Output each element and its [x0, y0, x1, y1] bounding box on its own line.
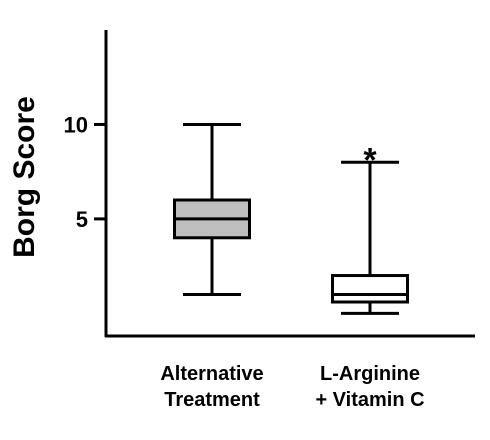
category-label-0-0: Alternative — [160, 363, 263, 385]
box-iqr-1 — [331, 274, 409, 304]
y-tick-label-5: 5 — [76, 207, 88, 232]
category-label-0-1: Treatment — [164, 389, 260, 411]
y-tick-label-10: 10 — [64, 112, 88, 137]
category-label-1-1: + Vitamin C — [315, 389, 424, 411]
significance-marker-0: * — [363, 141, 377, 179]
category-label-1-0: L-Arginine — [320, 363, 420, 385]
y-axis-label: Borg Score — [8, 96, 41, 258]
y-ticks: 5 10 — [64, 112, 106, 232]
category-labels: Alternative Treatment L-Arginine + Vitamin … — [160, 363, 424, 411]
annotations: * — [363, 141, 377, 179]
box-1 — [331, 160, 409, 315]
box-0 — [173, 122, 251, 296]
boxes — [173, 122, 409, 315]
